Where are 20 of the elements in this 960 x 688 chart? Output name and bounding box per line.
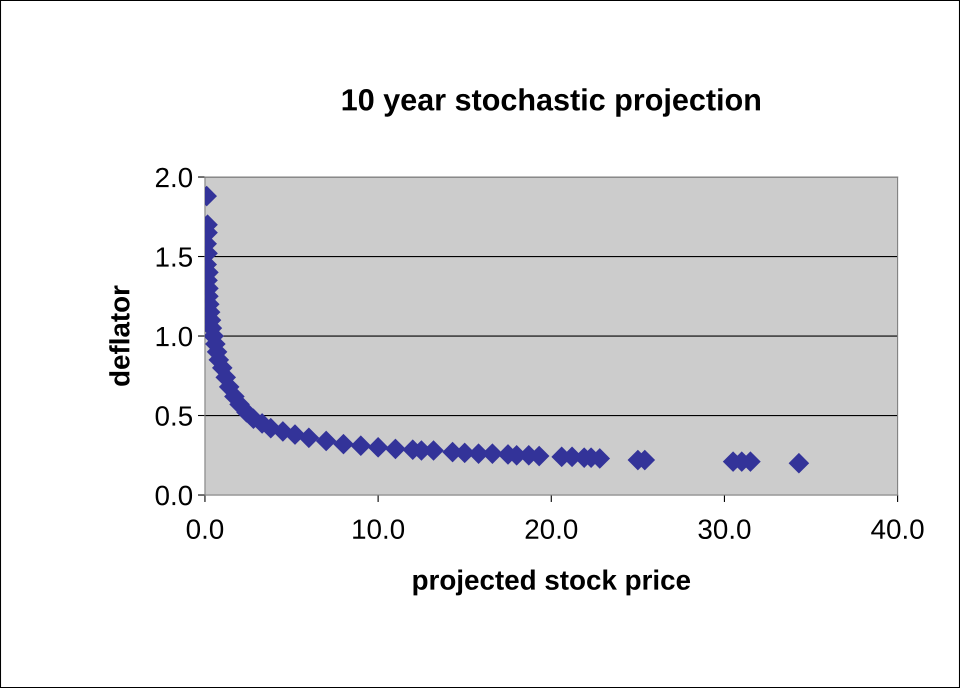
y-axis-title: deflator (109, 286, 130, 386)
y-tick-label: 2.0 (156, 168, 192, 188)
y-tick-label: 1.0 (156, 326, 192, 346)
x-tick-label: 40.0 (871, 519, 924, 540)
x-axis-title: projected stock price (413, 570, 690, 596)
y-tick-label: 0.5 (156, 406, 192, 426)
point (350, 435, 372, 456)
chart-title: 10 year stochastic projection (342, 88, 760, 117)
x-tick-label: 20.0 (526, 519, 578, 540)
x-tick-label: 10.0 (353, 519, 404, 540)
point (316, 430, 336, 452)
point (298, 427, 320, 448)
point (385, 438, 406, 460)
y-tick-label: 0.0 (156, 486, 192, 506)
x-tick-label: 30.0 (698, 519, 750, 540)
point (788, 452, 810, 474)
point (333, 434, 354, 454)
y-tick-label: 1.5 (156, 247, 192, 267)
point (368, 437, 388, 458)
x-tick-label: 0.0 (186, 519, 224, 540)
